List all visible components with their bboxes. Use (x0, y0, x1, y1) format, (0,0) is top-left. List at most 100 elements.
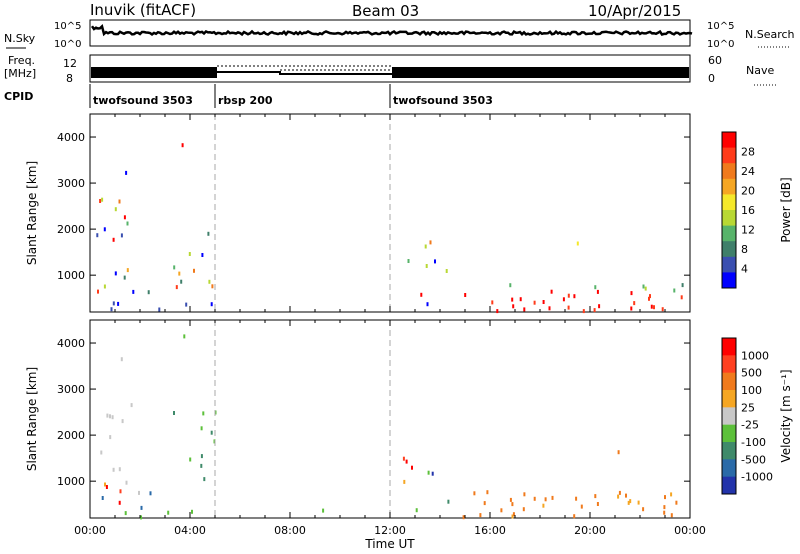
y-tick-label: 4000 (57, 131, 85, 144)
range-gate-cell (178, 271, 181, 276)
range-gate-cell (140, 505, 143, 510)
range-gate-cell (512, 304, 515, 309)
range-gate-cell (550, 289, 553, 294)
range-gate-cell (202, 411, 205, 416)
range-gate-cell (644, 286, 647, 291)
colorbar-tick-label: -100 (741, 436, 766, 449)
range-gate-cell (511, 514, 514, 519)
range-gate-cell (629, 499, 632, 504)
time-axis: 00:00 04:00 08:00 12:00 16:00 20:00 00:00 (74, 524, 706, 537)
range-gate-cell (132, 289, 135, 294)
range-gate-cell (575, 496, 578, 501)
freq-tick-top: 12 (63, 57, 77, 70)
range-gate-cell (670, 513, 673, 518)
range-gate-cell (175, 285, 178, 290)
range-gate-cell (627, 500, 630, 505)
colorbar-tick-label: 1000 (741, 349, 769, 362)
y-tick-label: 3000 (57, 383, 85, 396)
nave-tick-bottom: 0 (708, 72, 715, 85)
colorbar-swatch (722, 372, 736, 391)
range-gate-cell (491, 300, 494, 305)
colorbar-tick-label: 28 (741, 146, 755, 159)
freq-band-right (392, 67, 689, 78)
range-gate-cell (673, 288, 676, 293)
station-title: Inuvik (fitACF) (90, 1, 196, 19)
y-tick-label: 1000 (57, 269, 85, 282)
range-gate-cell (544, 497, 547, 502)
colorbar-swatch (722, 163, 736, 180)
range-gate-cell (630, 291, 633, 296)
colorbar-swatch (722, 407, 736, 426)
range-gate-cell (106, 413, 109, 418)
colorbar-tick-label: 16 (741, 204, 755, 217)
range-gate-cell (434, 259, 436, 264)
range-gate-cell (101, 496, 104, 500)
y-tick-label: 1000 (57, 475, 85, 488)
range-gate-cell (173, 265, 176, 270)
colorbar-swatch (722, 459, 736, 478)
range-gate-cell (462, 515, 465, 520)
colorbar-swatch (722, 225, 736, 242)
range-gate-cell (138, 490, 140, 495)
range-gate-cell (100, 450, 103, 455)
range-gate-cell (617, 450, 620, 455)
range-gate-cell (670, 492, 673, 497)
nsky-tick-top: 10^5 (54, 21, 81, 32)
range-gate-cell (648, 296, 650, 301)
range-gate-cell (464, 293, 467, 297)
range-gate-cell (203, 477, 206, 482)
range-gate-cell (415, 508, 418, 513)
range-gate-cell (112, 237, 115, 242)
range-gate-cell (407, 259, 410, 263)
colorbar-tick-label: 12 (741, 224, 755, 237)
colorbar-swatch (722, 476, 736, 495)
range-gate-cell (427, 470, 430, 475)
range-gate-cell (637, 500, 640, 505)
freq-rbsp-line (217, 71, 392, 75)
range-gate-cell (188, 252, 191, 256)
colorbar-swatch (722, 132, 736, 149)
range-gate-cell (411, 465, 413, 470)
range-gate-cell (594, 494, 597, 499)
colorbar-tick-label: 24 (741, 165, 755, 178)
range-gate-cell (661, 307, 664, 312)
range-gate-cell (112, 467, 115, 472)
range-gate-cell (118, 467, 121, 472)
range-gate-cell (99, 199, 102, 203)
range-gate-cell (500, 508, 503, 513)
range-gate-cell (633, 301, 636, 306)
range-gate-cell (114, 271, 117, 276)
range-gate-cell (617, 494, 620, 499)
range-gate-cell (580, 504, 583, 509)
y-tick-label: 3000 (57, 177, 85, 190)
cpid-segment-label: twofsound 3503 (393, 94, 493, 107)
range-gate-cell (483, 501, 486, 506)
range-gate-cell (149, 491, 152, 496)
range-gate-cell (158, 307, 161, 312)
range-gate-cell (191, 509, 193, 514)
range-gate-cell (425, 264, 428, 268)
range-gate-cell (402, 456, 405, 461)
colorbar-swatch (722, 338, 736, 356)
colorbar-swatch (722, 210, 736, 227)
time-tick-label: 00:00 (674, 524, 706, 537)
range-gate-cell (582, 309, 585, 314)
beam-title: Beam 03 (352, 2, 419, 20)
freq-panel-frame (89, 54, 691, 83)
range-gate-cell (680, 295, 683, 300)
y-tick-label: 4000 (57, 337, 85, 350)
range-gate-cell (431, 471, 434, 476)
range-gate-cell (429, 240, 432, 245)
velocity-panel: 1000 2000 3000 4000 Slant Range [km] 1000 500 1… (25, 319, 793, 520)
colorbar-tick-label: 25 (741, 401, 755, 414)
colorbar-frame (721, 337, 737, 495)
range-gate-cell (593, 308, 596, 313)
nsearch-tick-bottom: 10^0 (707, 39, 734, 50)
range-gate-cell (653, 305, 655, 310)
range-gate-cell (523, 492, 526, 497)
range-gate-cell (522, 507, 525, 512)
range-gate-cell (426, 302, 429, 307)
range-gate-cell (596, 502, 599, 506)
range-gate-cell (207, 231, 210, 236)
range-gate-cell (97, 289, 99, 294)
